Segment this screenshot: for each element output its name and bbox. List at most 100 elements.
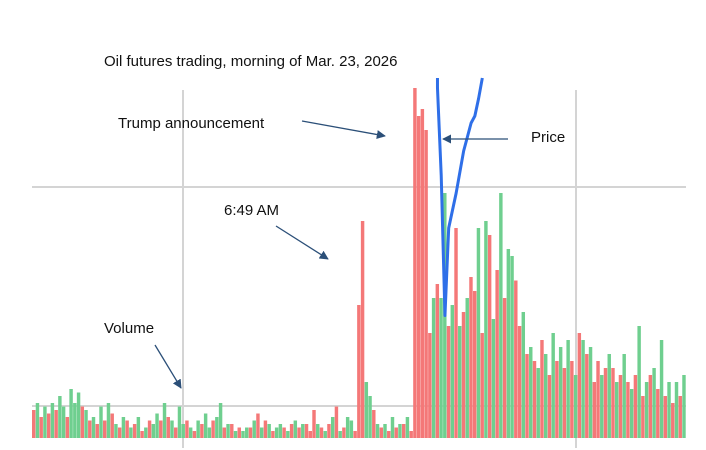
volume-bar: [364, 382, 369, 438]
volume-bar: [555, 361, 559, 438]
volume-bar: [405, 417, 410, 438]
annotation-price: Price: [531, 129, 565, 146]
volume-bar: [577, 333, 582, 438]
volume-bar: [663, 396, 668, 438]
volume-bar: [626, 382, 630, 438]
volume-bar: [252, 420, 256, 438]
annotation-6-49-am: 6:49 AM: [224, 202, 279, 219]
volume-bar: [312, 410, 316, 438]
volume-bar: [622, 354, 626, 438]
volume-bar: [480, 333, 484, 438]
volume-bar: [357, 305, 361, 438]
volume-bar: [450, 305, 454, 438]
volume-bar: [211, 420, 215, 438]
volume-bar: [413, 88, 417, 438]
volume-bar: [368, 396, 372, 438]
volume-bar: [293, 420, 298, 438]
volume-bar: [155, 413, 159, 438]
volume-bar: [65, 417, 70, 438]
volume-bar: [136, 417, 141, 438]
volume-bar: [226, 424, 230, 438]
volume-bar: [147, 420, 152, 438]
volume-bar: [129, 427, 133, 438]
volume-bar: [401, 424, 406, 438]
volume-bar: [203, 413, 208, 438]
volume-bar: [585, 354, 589, 438]
volume-bar: [506, 249, 511, 438]
volume-bar: [286, 431, 290, 438]
volume-bar: [88, 420, 92, 438]
volume-bar: [424, 130, 428, 438]
volume-bar: [159, 420, 163, 438]
volume-bar: [95, 424, 99, 438]
volume-bar: [241, 431, 245, 438]
volume-bar: [248, 427, 253, 438]
volume-bar: [274, 427, 279, 438]
volume-bar: [652, 368, 656, 438]
volume-bar: [536, 368, 540, 438]
volume-bar: [558, 347, 563, 438]
volume-bar: [316, 424, 320, 438]
volume-bar: [491, 319, 496, 438]
volume-bar: [387, 431, 391, 438]
volume-bar: [330, 417, 335, 438]
volume-bar: [140, 431, 144, 438]
volume-bar: [237, 427, 241, 438]
volume-bar: [603, 368, 608, 438]
volume-bar: [446, 326, 451, 438]
volume-bar: [349, 420, 354, 438]
volume-bar: [472, 291, 477, 438]
volume-bar: [510, 256, 514, 438]
volume-bar: [50, 403, 55, 438]
volume-bar: [517, 326, 522, 438]
volume-bar: [521, 312, 526, 438]
volume-bar: [114, 424, 118, 438]
volume-bar: [562, 368, 567, 438]
volume-bar: [428, 333, 432, 438]
volume-bar: [185, 420, 189, 438]
volume-bar: [476, 228, 481, 438]
volume-bar: [289, 424, 294, 438]
volume-bar: [514, 280, 518, 438]
volume-bar: [215, 417, 219, 438]
volume-bar: [282, 427, 286, 438]
volume-bar: [592, 382, 597, 438]
volume-bar: [110, 413, 114, 438]
volume-bar: [278, 424, 283, 438]
volume-bar: [600, 375, 604, 438]
volume-bar: [32, 410, 36, 438]
volume-bar: [678, 396, 682, 438]
volume-bar: [641, 396, 645, 438]
volume-bar: [465, 298, 469, 438]
volume-bar: [46, 413, 51, 438]
volume-bar: [177, 406, 182, 438]
volume-bar: [259, 427, 264, 438]
volume-bar: [39, 417, 43, 438]
volume-bar: [334, 406, 339, 438]
volume-bar: [218, 403, 223, 438]
price-series-line: [435, 77, 484, 317]
volume-bar: [263, 420, 268, 438]
annotation-arrow: [154, 344, 182, 389]
chart-title: Oil futures trading, morning of Mar. 23,…: [104, 53, 398, 70]
annotation-arrow: [301, 120, 386, 140]
volume-bar: [76, 392, 81, 438]
volume-bar: [667, 382, 671, 438]
price-line: [435, 77, 484, 317]
volume-bar: [409, 431, 413, 438]
volume-bar: [656, 389, 660, 438]
volume-bar: [502, 298, 507, 438]
volume-bar: [327, 424, 331, 438]
volume-bar: [648, 375, 653, 438]
volume-bar: [162, 403, 167, 438]
volume-bar: [84, 410, 88, 438]
volume-bar: [659, 340, 664, 438]
volume-bar: [499, 193, 503, 438]
volume-bar: [469, 277, 473, 438]
volume-bar: [230, 424, 234, 438]
volume-bar: [188, 427, 193, 438]
volume-bar: [99, 406, 103, 438]
volume-bar: [416, 116, 421, 438]
volume-bar: [420, 109, 425, 438]
volume-bar: [383, 424, 387, 438]
